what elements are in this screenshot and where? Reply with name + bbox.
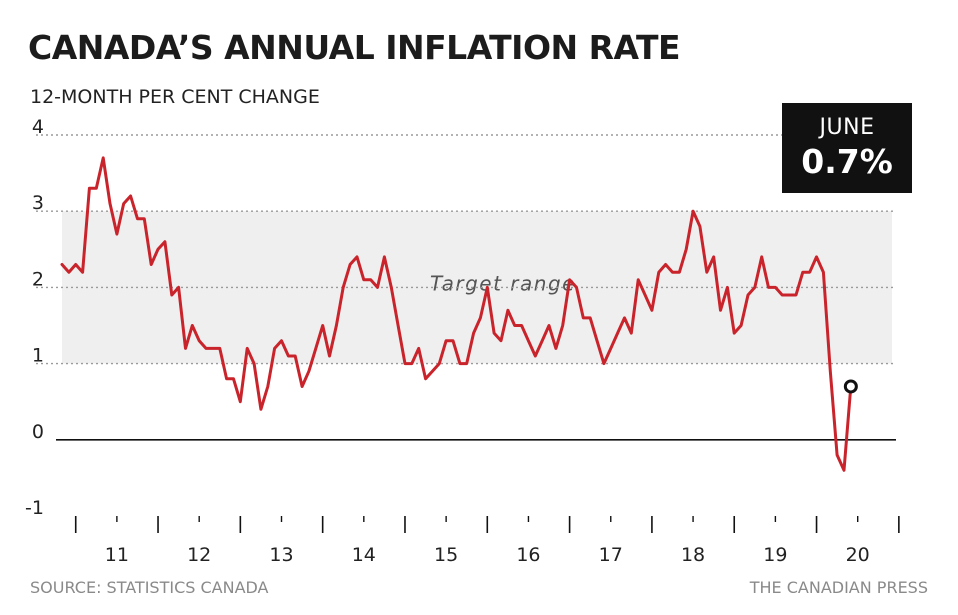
inflation-line xyxy=(60,156,853,472)
target-range-label: Target range xyxy=(430,271,576,295)
x-tick-label-18: 18 xyxy=(681,544,705,566)
callout-value: 0.7% xyxy=(801,142,893,181)
chart-subtitle: 12-MONTH PER CENT CHANGE xyxy=(30,86,320,108)
june-callout-box: JUNE 0.7% xyxy=(782,103,912,193)
x-tick-label-19: 19 xyxy=(763,544,787,566)
agency-credit: THE CANADIAN PRESS xyxy=(749,578,928,597)
callout-month: JUNE xyxy=(819,115,875,140)
june-marker xyxy=(843,379,858,394)
y-tick-label-3: 3 xyxy=(32,192,44,214)
x-axis: 11 12 13 14 15 16 17 18 19 20 xyxy=(74,516,900,566)
x-tick-label-14: 14 xyxy=(352,544,376,566)
series-layer xyxy=(60,156,858,472)
y-tick-label-4: 4 xyxy=(32,116,44,138)
x-tick-label-11: 11 xyxy=(105,544,129,566)
x-tick-label-13: 13 xyxy=(269,544,293,566)
grid-layer: -1 0 1 2 3 4 xyxy=(25,116,896,519)
x-tick-label-16: 16 xyxy=(516,544,540,566)
x-tick-label-17: 17 xyxy=(599,544,623,566)
y-tick-label--1: -1 xyxy=(25,497,44,519)
x-tick-label-15: 15 xyxy=(434,544,458,566)
x-tick-label-12: 12 xyxy=(187,544,211,566)
y-tick-label-0: 0 xyxy=(32,421,44,443)
y-tick-label-2: 2 xyxy=(32,268,44,290)
chart-title: CANADA’S ANNUAL INFLATION RATE xyxy=(28,28,681,67)
x-tick-label-20: 20 xyxy=(846,544,870,566)
y-tick-label-1: 1 xyxy=(32,345,44,367)
source-credit: SOURCE: STATISTICS CANADA xyxy=(30,578,269,597)
